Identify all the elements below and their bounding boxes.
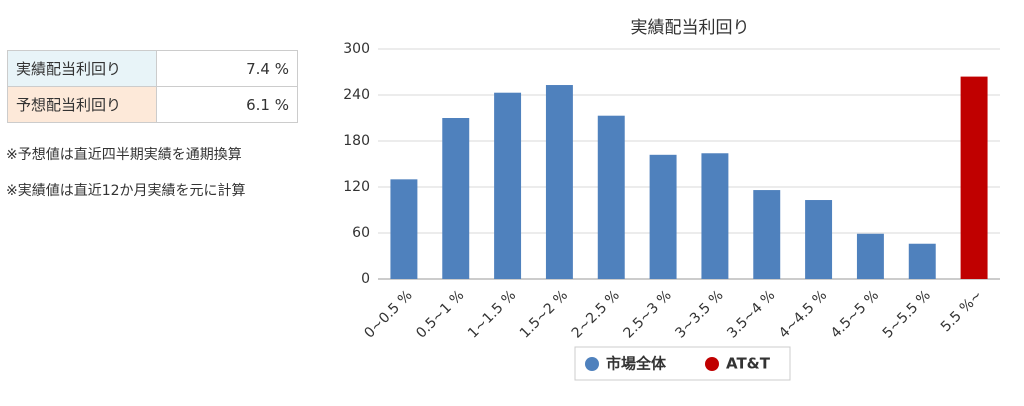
y-tick-label: 60 <box>352 225 370 241</box>
x-tick-label: 1.5~2 % <box>517 287 571 341</box>
legend-marker <box>585 357 599 371</box>
bar <box>390 179 418 279</box>
note: ※実績値は直近12か月実績を元に計算 <box>6 183 246 199</box>
bar <box>908 243 936 279</box>
legend-box <box>574 346 791 381</box>
x-tick-label: 0~0.5 % <box>361 287 415 341</box>
bar <box>545 85 573 280</box>
legend-label: 市場全体 <box>606 355 667 373</box>
legend-marker <box>705 357 719 371</box>
x-tick-label: 0.5~1 % <box>413 287 467 341</box>
label-cell: 実績配当利回り <box>7 50 157 87</box>
x-tick-label: 3.5~4 % <box>724 287 778 341</box>
x-tick-label: 5~5.5 % <box>880 287 934 341</box>
bar <box>442 118 470 279</box>
x-tick-label: 2.5~3 % <box>621 287 675 341</box>
yield-table: 実績配当利回り 7.4 % 予想配当利回り 6.1 % <box>7 50 298 123</box>
x-tick-label: 5.5 %~ <box>938 287 986 335</box>
y-tick-label: 120 <box>343 179 370 195</box>
bar <box>960 76 988 279</box>
y-tick-label: 180 <box>343 133 370 149</box>
note: ※予想値は直近四半期実績を通期換算 <box>6 147 242 163</box>
bar <box>701 153 729 279</box>
x-tick-label: 3~3.5 % <box>672 287 726 341</box>
bar <box>805 200 833 279</box>
row: 予想配当利回り 6.1 % <box>7 86 298 123</box>
chart-title: 実績配当利回り <box>631 18 750 38</box>
y-tick-label: 240 <box>343 87 370 103</box>
bar <box>494 92 522 279</box>
label-cell: 予想配当利回り <box>7 86 157 123</box>
bar <box>753 190 781 279</box>
x-tick-label: 2~2.5 % <box>569 287 623 341</box>
y-tick-label: 300 <box>343 41 370 57</box>
bar <box>649 154 677 279</box>
row: 実績配当利回り 7.4 % <box>7 50 298 87</box>
value-cell: 6.1 % <box>156 86 298 123</box>
x-tick-label: 4.5~5 % <box>828 287 882 341</box>
value-cell: 7.4 % <box>156 50 298 87</box>
bar <box>597 115 625 279</box>
y-tick-label: 0 <box>361 271 370 287</box>
x-tick-label: 1~1.5 % <box>465 287 519 341</box>
legend-label: AT&T <box>726 355 771 373</box>
x-tick-label: 4~4.5 % <box>776 287 830 341</box>
bar <box>856 233 884 279</box>
